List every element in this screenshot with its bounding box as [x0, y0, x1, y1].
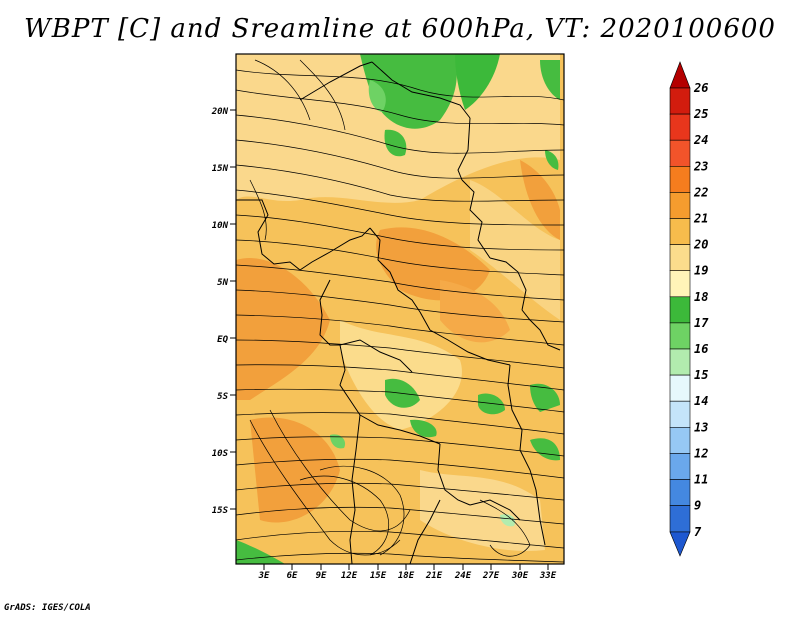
y-tick-label: 5S — [217, 392, 228, 402]
colorbar-box — [669, 505, 691, 533]
colorbar-label: 21 — [693, 212, 708, 226]
x-tick: 33E — [539, 564, 557, 581]
y-tick-label: 10S — [212, 449, 229, 459]
x-tick-label: 15E — [370, 571, 387, 581]
x-tick: 12E — [341, 564, 358, 581]
colorbar-label: 23 — [693, 159, 708, 173]
y-tick: EQ — [217, 335, 236, 345]
x-tick-label: 9E — [316, 571, 327, 581]
colorbar-box — [669, 139, 691, 167]
colorbar-label: 19 — [694, 264, 708, 278]
x-tick: 3E — [258, 564, 270, 581]
colorbar-box — [669, 192, 691, 219]
x-tick: 15E — [370, 564, 387, 581]
colorbar — [669, 61, 691, 557]
x-tick: 21E — [425, 564, 443, 581]
x-tick: 18E — [398, 564, 415, 581]
y-tick-label: 10N — [212, 221, 229, 231]
y-tick-label: 15S — [212, 506, 229, 516]
colorbar-box — [669, 296, 691, 324]
y-tick: 10S — [212, 449, 236, 459]
colorbar-label: 26 — [693, 81, 708, 95]
colorbar-box — [669, 87, 691, 115]
colorbar-label: 13 — [694, 420, 708, 434]
grads-credit: GrADS: IGES/COLA — [4, 603, 91, 613]
y-tick-label: 15N — [212, 164, 229, 174]
x-tick-label: 12E — [341, 571, 358, 581]
x-tick-label: 24E — [454, 571, 472, 581]
colorbar-box — [669, 374, 691, 402]
y-tick: 10N — [212, 221, 236, 231]
colorbar-bottom-arrow — [669, 531, 691, 557]
wbpt-field — [236, 54, 564, 564]
colorbar-box — [669, 348, 691, 376]
x-tick: 24E — [454, 564, 472, 581]
y-tick-label: EQ — [217, 335, 228, 345]
colorbar-top-arrow — [669, 61, 691, 89]
colorbar-box — [669, 244, 691, 272]
chart-title: WBPT [C] and Sreamline at 600hPa, VT: 20… — [24, 14, 776, 44]
x-tick-label: 33E — [539, 571, 557, 581]
x-tick-label: 30E — [511, 571, 529, 581]
colorbar-label: 22 — [693, 185, 708, 199]
colorbar-label: 18 — [694, 290, 708, 304]
y-tick: 5S — [217, 392, 236, 402]
x-tick: 27E — [482, 564, 500, 581]
colorbar-label: 24 — [693, 133, 708, 147]
y-tick-label: 20N — [211, 107, 229, 117]
colorbar-label: 15 — [694, 368, 708, 382]
x-tick-label: 21E — [425, 571, 443, 581]
streamlines — [236, 59, 564, 563]
y-tick: 15N — [212, 164, 236, 174]
colorbar-box — [669, 166, 691, 193]
x-tick-label: 6E — [287, 571, 298, 581]
colorbar-label: 20 — [693, 238, 708, 252]
colorbar-box — [669, 270, 691, 298]
colorbar-box — [669, 400, 691, 428]
colorbar-label: 12 — [694, 446, 708, 460]
country-borders — [236, 61, 561, 564]
colorbar-label: 9 — [694, 499, 701, 513]
colorbar-box — [669, 113, 691, 141]
colorbar-box — [669, 426, 691, 454]
x-tick-label: 27E — [482, 571, 500, 581]
colorbar-label: 7 — [694, 525, 702, 539]
y-tick: 15S — [212, 506, 236, 516]
colorbar-label: 11 — [694, 473, 708, 487]
x-tick: 6E — [287, 564, 298, 581]
x-tick-label: 18E — [398, 571, 415, 581]
x-tick: 9E — [316, 564, 327, 581]
y-axis: 20N 15N 10N 5N EQ 5S 10S 15S — [211, 107, 236, 516]
colorbar-label: 16 — [694, 342, 708, 356]
y-tick: 20N — [211, 107, 236, 117]
x-tick-label: 3E — [258, 571, 270, 581]
colorbar-labels: 26 25 24 23 22 21 20 19 18 17 16 15 14 1… — [693, 81, 709, 539]
colorbar-box — [669, 218, 691, 245]
x-axis: 3E 6E 9E 12E 15E 18E 21E 24E 27E 30E 33E — [258, 564, 557, 581]
colorbar-label: 17 — [694, 316, 709, 330]
colorbar-label: 25 — [693, 107, 708, 121]
y-tick-label: 5N — [217, 278, 228, 288]
colorbar-box — [669, 479, 691, 506]
map-frame — [235, 53, 565, 565]
colorbar-label: 14 — [694, 394, 708, 408]
colorbar-box — [669, 453, 691, 480]
y-tick: 5N — [217, 278, 236, 288]
colorbar-box — [669, 322, 691, 350]
x-tick: 30E — [511, 564, 529, 581]
